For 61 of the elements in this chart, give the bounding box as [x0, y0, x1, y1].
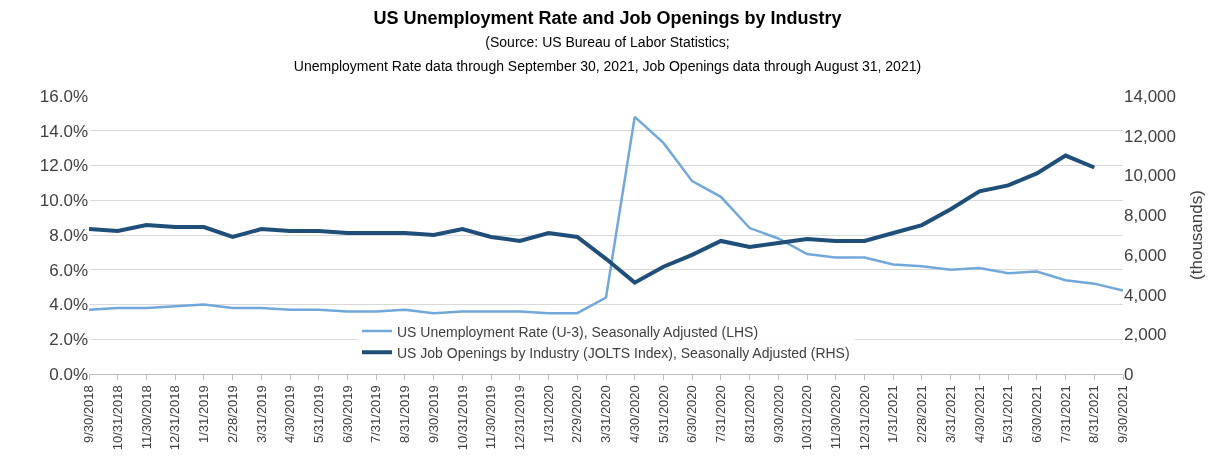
line-series — [89, 115, 1123, 315]
y2-tick-label: 14,000 — [1124, 86, 1176, 106]
x-tick-label: 11/30/2020 — [828, 385, 844, 450]
chart-subtitle: (Source: US Bureau of Labor Statistics; Unemployment Rate data through September 30, 2021, Job Openings data through August 31, 2021) — [293, 34, 922, 74]
y-tick-label: 4.0% — [49, 295, 88, 315]
x-tick-label: 6/30/2021 — [1029, 385, 1045, 444]
y2-tick-label: 6,000 — [1124, 245, 1167, 265]
y2-tick-label: 10,000 — [1124, 166, 1176, 186]
x-tick-label: 9/30/2021 — [1115, 385, 1131, 444]
x-tick-label: 2/28/2021 — [914, 385, 930, 444]
x-tick-label: 3/31/2019 — [253, 385, 269, 444]
x-tick-label: 6/30/2020 — [684, 385, 700, 444]
x-tick-label: 5/31/2019 — [311, 385, 327, 444]
y-tick-label: 12.0% — [39, 156, 88, 176]
x-tick-label: 4/30/2019 — [282, 385, 298, 444]
x-tick-label: 8/31/2019 — [397, 385, 413, 444]
x-tick-label: 11/30/2019 — [483, 385, 499, 450]
x-tick-label: 7/31/2020 — [713, 385, 729, 444]
x-tick-label: 12/31/2018 — [167, 385, 183, 451]
x-tick-label: 10/31/2019 — [454, 385, 470, 451]
y2-tick-label: 12,000 — [1124, 126, 1176, 146]
x-tick-label: 10/31/2018 — [109, 385, 125, 451]
x-tick-label: 7/31/2021 — [1057, 385, 1073, 444]
legend-label: US Unemployment Rate (U-3), Seasonally Adjusted (LHS) — [397, 323, 759, 340]
y-tick-label: 6.0% — [49, 260, 88, 280]
y-tick-label: 10.0% — [39, 191, 88, 211]
x-tick-label: 8/31/2020 — [741, 385, 757, 444]
y2-tick-label: 0 — [1124, 364, 1134, 384]
x-tick-label: 9/30/2020 — [770, 385, 786, 444]
legend-label: US Job Openings by Industry (JOLTS Index), Seasonally Adjusted (RHS) — [397, 344, 850, 361]
x-tick-label: 7/31/2019 — [368, 385, 384, 444]
x-tick-label: 9/30/2018 — [81, 385, 97, 444]
y-tick-label: 14.0% — [39, 121, 88, 141]
x-tick-label: 5/31/2021 — [1000, 385, 1016, 444]
x-tick-label: 2/28/2019 — [224, 385, 240, 444]
y2-tick-label: 8,000 — [1124, 206, 1167, 226]
y-tick-label: 8.0% — [49, 225, 88, 245]
line-series — [89, 153, 1097, 285]
y2-axis-title: (thousands) — [1187, 190, 1207, 280]
x-tick-label: 4/30/2020 — [626, 385, 642, 444]
x-tick-label: 4/30/2021 — [971, 385, 987, 444]
x-tick-label: 1/31/2019 — [196, 385, 212, 444]
x-tick-label: 3/31/2020 — [598, 385, 614, 444]
x-tick-label: 2/29/2020 — [569, 385, 585, 444]
x-tick-label: 1/31/2020 — [540, 385, 556, 444]
x-tick-label: 10/31/2020 — [799, 385, 815, 451]
y2-tick-label: 4,000 — [1124, 285, 1167, 305]
x-tick-label: 11/30/2018 — [138, 385, 154, 450]
x-tick-label: 3/31/2021 — [942, 385, 958, 444]
x-tick-label: 6/30/2019 — [339, 385, 355, 444]
x-tick-label: 12/31/2020 — [856, 385, 872, 451]
y2-tick-label: 2,000 — [1124, 325, 1167, 345]
x-tick-label: 1/31/2021 — [885, 385, 901, 444]
x-tick-label: 5/31/2020 — [655, 385, 671, 444]
x-tick-label: 8/31/2021 — [1086, 385, 1102, 444]
chart-title: US Unemployment Rate and Job Openings by Industry — [373, 7, 842, 28]
y-tick-label: 0.0% — [49, 364, 88, 384]
y-tick-label: 2.0% — [49, 330, 88, 350]
x-tick-label: 9/30/2019 — [425, 385, 441, 444]
y-tick-label: 16.0% — [39, 86, 88, 106]
x-tick-label: 12/31/2019 — [512, 385, 528, 451]
